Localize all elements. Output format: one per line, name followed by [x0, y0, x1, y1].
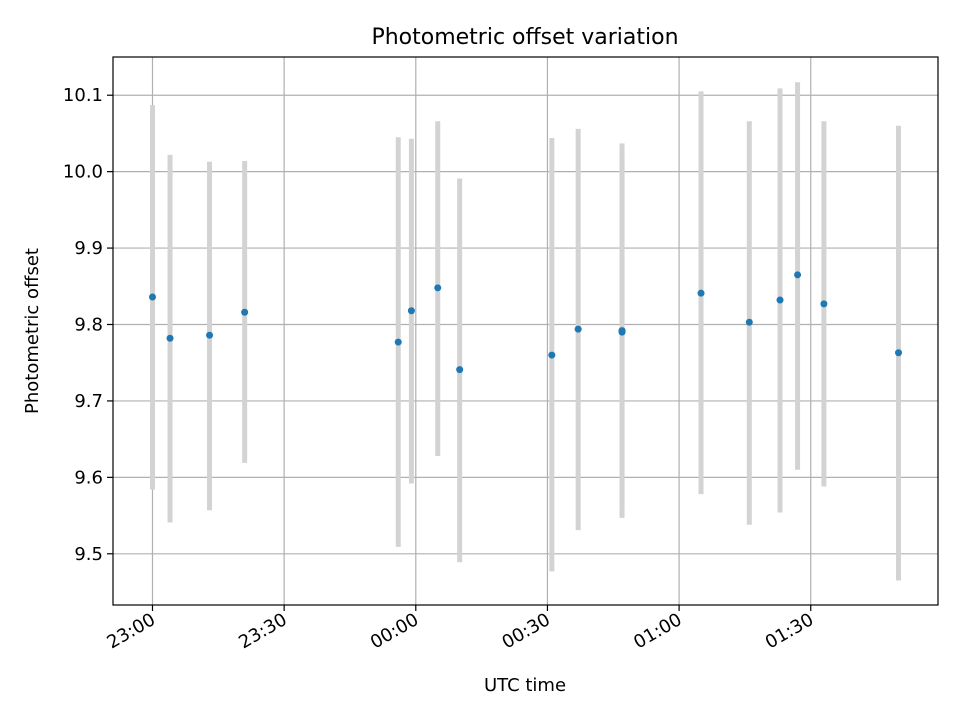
- data-point: [407, 307, 415, 315]
- y-tick-label: 9.5: [74, 544, 103, 565]
- y-tick-label: 9.6: [74, 467, 103, 488]
- data-point: [434, 284, 442, 292]
- axes-frame: [112, 56, 939, 606]
- data-points: [148, 271, 903, 374]
- data-point: [618, 328, 626, 336]
- data-point: [820, 300, 828, 308]
- data-point: [776, 296, 784, 304]
- y-axis-ticks: 9.5 9.6 9.7 9.8 9.9 10.0 10.1: [63, 85, 113, 565]
- y-tick-label: 9.8: [74, 315, 103, 336]
- y-tick-label: 9.7: [74, 391, 103, 412]
- x-axis-label: UTC time: [484, 675, 566, 696]
- data-point: [456, 366, 464, 374]
- data-point: [794, 271, 802, 279]
- data-point: [574, 325, 582, 333]
- grid-lines: [113, 57, 938, 605]
- data-point: [548, 351, 556, 359]
- data-point: [895, 349, 903, 357]
- y-axis-label: Photometric offset: [22, 248, 43, 414]
- data-point: [206, 331, 214, 339]
- data-point: [394, 338, 402, 346]
- y-tick-label: 10.1: [63, 85, 103, 106]
- y-tick-label: 9.9: [74, 238, 103, 259]
- y-tick-label: 10.0: [63, 162, 103, 183]
- data-point: [241, 308, 249, 316]
- data-point: [697, 289, 705, 297]
- data-point: [148, 293, 156, 301]
- data-point: [166, 334, 174, 342]
- data-point: [745, 318, 753, 326]
- chart-title: Photometric offset variation: [371, 25, 678, 50]
